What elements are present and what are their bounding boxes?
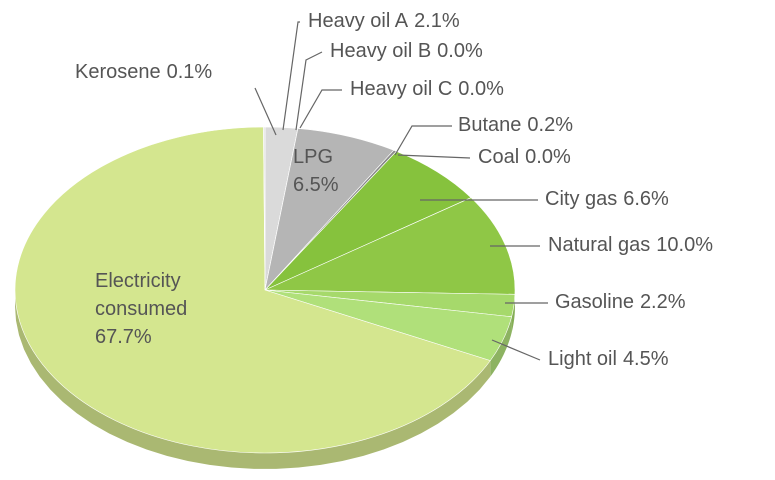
leader-line bbox=[394, 125, 452, 156]
data-label: LPG 6.5% bbox=[293, 146, 339, 196]
label-value: 67.7% bbox=[95, 326, 152, 348]
label-category: Heavy oil C bbox=[350, 78, 452, 100]
label-category: City gas bbox=[545, 188, 617, 210]
data-label: City gas 6.6% bbox=[545, 188, 669, 210]
data-label: Electricity consumed 67.7% bbox=[95, 270, 187, 348]
label-value: 2.1% bbox=[414, 10, 460, 32]
label-word: consumed bbox=[95, 298, 187, 320]
data-label: Coal 0.0% bbox=[478, 146, 571, 168]
slice-side bbox=[490, 316, 512, 377]
label-value: 10.0% bbox=[656, 234, 713, 256]
label-value: 4.5% bbox=[623, 348, 669, 370]
data-label: Gasoline 2.2% bbox=[555, 291, 686, 313]
label-value: 2.2% bbox=[640, 291, 686, 313]
slice bbox=[263, 126, 266, 291]
label-value: 6.6% bbox=[623, 188, 669, 210]
slice bbox=[264, 197, 516, 295]
label-value: 0.0% bbox=[458, 78, 504, 100]
label-category: Electricity consumed bbox=[95, 270, 187, 320]
label-category: Heavy oil A bbox=[308, 10, 409, 32]
data-label: Heavy oil C 0.0% bbox=[350, 78, 504, 100]
leader-line bbox=[491, 339, 541, 361]
label-category: Gasoline bbox=[555, 291, 634, 313]
label-value: 0.0% bbox=[525, 146, 571, 168]
slice bbox=[14, 126, 491, 454]
label-value: 0.1% bbox=[167, 61, 213, 83]
data-label: Light oil 4.5% bbox=[548, 348, 669, 370]
label-value: 0.0% bbox=[437, 40, 483, 62]
label-category: Natural gas bbox=[548, 234, 650, 256]
label-category: LPG bbox=[293, 146, 333, 168]
label-value: 6.5% bbox=[293, 174, 339, 196]
leader-line bbox=[299, 89, 342, 129]
data-label: Butane 0.2% bbox=[458, 114, 573, 136]
leader-line bbox=[282, 21, 300, 131]
data-label: Heavy oil B 0.0% bbox=[330, 40, 483, 62]
data-label: Kerosene 0.1% bbox=[75, 61, 212, 83]
leader-line bbox=[397, 154, 471, 159]
label-value: 0.2% bbox=[527, 114, 573, 136]
data-label: Natural gas 10.0% bbox=[548, 234, 713, 256]
label-category: Coal bbox=[478, 146, 519, 168]
label-category: Heavy oil B bbox=[330, 40, 431, 62]
data-label: Heavy oil A 2.1% bbox=[308, 10, 460, 32]
label-category: Kerosene bbox=[75, 61, 161, 83]
label-category: Butane bbox=[458, 114, 521, 136]
leader-line bbox=[254, 87, 277, 136]
label-word: Electricity bbox=[95, 270, 181, 292]
leader-line bbox=[295, 51, 323, 131]
label-category: Light oil bbox=[548, 348, 617, 370]
